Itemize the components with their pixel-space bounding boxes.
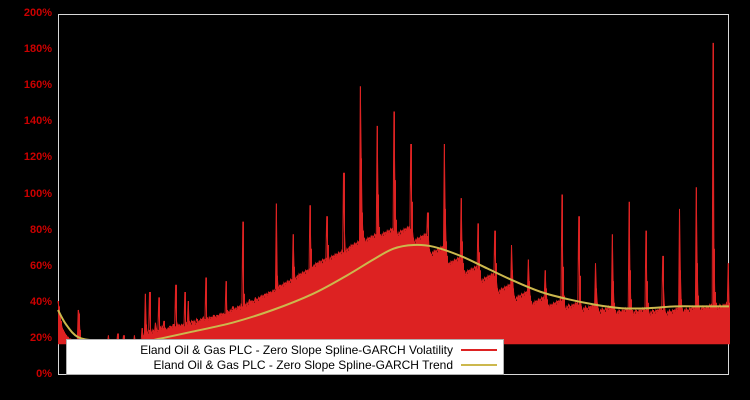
y-axis-tick-label: 200% <box>23 7 52 19</box>
volatility-series-line <box>57 42 730 345</box>
y-axis-tick-label: 60% <box>29 259 52 272</box>
legend-label-trend: Eland Oil & Gas PLC - Zero Slope Spline-… <box>153 357 453 372</box>
legend-label-volatility: Eland Oil & Gas PLC - Zero Slope Spline-… <box>140 342 453 357</box>
chart-legend: Eland Oil & Gas PLC - Zero Slope Spline-… <box>66 339 504 375</box>
legend-line-swatch-volatility <box>461 348 497 351</box>
y-axis-tick-label: 40% <box>29 295 52 308</box>
legend-line-swatch-trend <box>461 363 497 366</box>
y-axis-tick-label: 80% <box>29 223 52 236</box>
y-axis-tick-label: 120% <box>23 151 52 164</box>
y-axis-tick-label: 160% <box>23 79 52 92</box>
y-axis-tick-label: 20% <box>29 331 52 344</box>
legend-entry-trend: Eland Oil & Gas PLC - Zero Slope Spline-… <box>67 357 497 372</box>
volatility-series-group <box>57 42 730 345</box>
y-axis-tick-label: 0% <box>36 368 52 380</box>
y-axis-tick-label: 180% <box>23 43 52 56</box>
y-axis-tick-label: 140% <box>23 115 52 128</box>
y-axis-tick-label: 100% <box>23 187 52 200</box>
y-axis-tick-labels: 0% 20% 40% 60% 80% 100% 120% 140% 160% 180% 200% <box>0 0 52 400</box>
legend-entry-volatility: Eland Oil & Gas PLC - Zero Slope Spline-… <box>67 342 497 357</box>
